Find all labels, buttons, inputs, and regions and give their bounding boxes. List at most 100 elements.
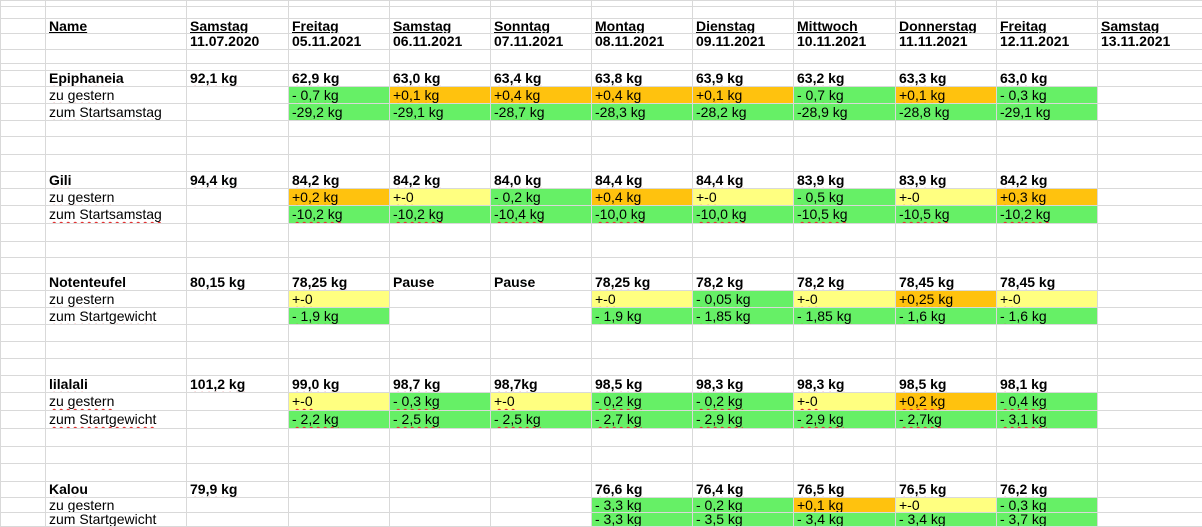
header-day-cell[interactable]: Montag	[595, 19, 645, 33]
diff-label-cell[interactable]: zu gestern	[49, 291, 115, 307]
diff-cell[interactable]: +-0	[997, 291, 1097, 307]
diff-cell[interactable]: +-0	[390, 189, 490, 205]
total-cell[interactable]: - 3,7 kg	[997, 513, 1097, 526]
header-day-cell[interactable]: Donnerstag	[899, 19, 977, 33]
weight-cell[interactable]: Pause	[393, 274, 435, 290]
diff-cell[interactable]: +0,3 kg	[997, 189, 1097, 205]
person-name-cell[interactable]: Kalou	[49, 482, 88, 497]
weight-cell[interactable]: 98,5 kg	[899, 376, 947, 392]
header-day-cell[interactable]: Mittwoch	[797, 19, 858, 33]
weight-cell[interactable]: 84,2 kg	[393, 172, 441, 188]
diff-cell[interactable]: - 0,2 kg	[693, 498, 793, 512]
total-cell[interactable]: -10,2 kg	[289, 206, 389, 223]
weight-cell[interactable]: 84,2 kg	[1000, 172, 1048, 188]
weight-cell[interactable]: 84,0 kg	[494, 172, 542, 188]
total-cell[interactable]: -10,5 kg	[794, 206, 895, 223]
diff-cell[interactable]: - 0,3 kg	[390, 393, 490, 410]
person-name-cell[interactable]: lilalali	[49, 376, 88, 392]
diff-cell[interactable]: +0,1 kg	[693, 87, 793, 103]
total-cell[interactable]: - 2,9 kg	[794, 411, 895, 428]
diff-label-cell[interactable]: zu gestern	[49, 393, 115, 409]
diff-cell[interactable]: - 3,3 kg	[592, 498, 692, 512]
header-date-cell[interactable]: 13.11.2021	[1101, 34, 1171, 49]
diff-cell[interactable]: +-0	[491, 393, 591, 410]
diff-cell[interactable]: +-0	[896, 189, 996, 205]
total-cell[interactable]: -28,2 kg	[693, 104, 793, 120]
diff-cell[interactable]: - 0,2 kg	[592, 393, 692, 410]
weight-cell[interactable]: 83,9 kg	[899, 172, 947, 188]
header-date-cell[interactable]: 12.11.2021	[1000, 34, 1070, 49]
weight-cell[interactable]: 98,7 kg	[393, 376, 441, 392]
total-cell[interactable]: - 3,4 kg	[896, 513, 996, 526]
header-date-cell[interactable]: 11.07.2020	[190, 34, 260, 49]
diff-cell[interactable]: - 0,05 kg	[693, 291, 793, 307]
total-cell[interactable]: -10,4 kg	[491, 206, 591, 223]
header-date-cell[interactable]: 07.11.2021	[494, 34, 564, 49]
diff-cell[interactable]: +0,25 kg	[896, 291, 996, 307]
weight-cell[interactable]: 63,8 kg	[595, 71, 643, 86]
total-cell[interactable]: -10,2 kg	[997, 206, 1097, 223]
total-cell[interactable]: - 3,3 kg	[592, 513, 692, 526]
person-name-cell[interactable]: Notenteufel	[49, 274, 126, 290]
header-day-cell[interactable]: Dienstag	[696, 19, 756, 33]
total-cell[interactable]: -10,0 kg	[592, 206, 692, 223]
diff-cell[interactable]: - 0,3 kg	[997, 498, 1097, 512]
diff-label-cell[interactable]: zu gestern	[49, 87, 115, 103]
total-cell[interactable]: -29,2 kg	[289, 104, 389, 120]
weight-cell[interactable]: 63,4 kg	[494, 71, 542, 86]
total-label-cell[interactable]: zum Startsamstag	[49, 206, 162, 222]
diff-cell[interactable]: - 0,5 kg	[794, 189, 895, 205]
diff-cell[interactable]: +-0	[693, 189, 793, 205]
diff-cell[interactable]: +-0	[289, 291, 389, 307]
header-date-cell[interactable]: 06.11.2021	[393, 34, 463, 49]
diff-cell[interactable]: +-0	[794, 291, 895, 307]
total-cell[interactable]: - 1,6 kg	[997, 308, 1097, 324]
total-cell[interactable]: - 2,5 kg	[491, 411, 591, 428]
diff-cell[interactable]: - 0,4 kg	[997, 393, 1097, 410]
total-cell[interactable]: - 1,9 kg	[289, 308, 389, 324]
header-date-cell[interactable]: 10.11.2021	[797, 34, 867, 49]
total-cell[interactable]: -10,0 kg	[693, 206, 793, 223]
total-cell[interactable]: -28,7 kg	[491, 104, 591, 120]
weight-cell[interactable]: 98,3 kg	[696, 376, 744, 392]
weight-cell[interactable]: 76,2 kg	[1000, 482, 1048, 497]
weight-cell[interactable]: 98,7kg	[494, 376, 538, 392]
weight-cell[interactable]: 78,45 kg	[899, 274, 955, 290]
total-cell[interactable]: -29,1 kg	[390, 104, 490, 120]
diff-cell[interactable]: +0,4 kg	[491, 87, 591, 103]
diff-cell[interactable]: +0,2 kg	[896, 393, 996, 410]
diff-cell[interactable]: +0,4 kg	[592, 87, 692, 103]
weight-cell[interactable]: 78,2 kg	[797, 274, 845, 290]
diff-cell[interactable]: - 0,7 kg	[289, 87, 389, 103]
person-name-cell[interactable]: Gili	[49, 172, 72, 188]
total-cell[interactable]: -28,3 kg	[592, 104, 692, 120]
diff-cell[interactable]: +0,1 kg	[390, 87, 490, 103]
diff-cell[interactable]: - 0,2 kg	[693, 393, 793, 410]
total-cell[interactable]: - 2,2 kg	[289, 411, 389, 428]
total-cell[interactable]: -28,9 kg	[794, 104, 895, 120]
header-day-cell[interactable]: Samstag	[1101, 19, 1160, 33]
diff-cell[interactable]: - 0,7 kg	[794, 87, 895, 103]
weight-cell[interactable]: 92,1 kg	[190, 71, 238, 86]
diff-cell[interactable]: +0,1 kg	[794, 498, 895, 512]
total-cell[interactable]: -10,2 kg	[390, 206, 490, 223]
weight-cell[interactable]: 94,4 kg	[190, 172, 238, 188]
weight-cell[interactable]: 76,6 kg	[595, 482, 643, 497]
weight-cell[interactable]: 78,25 kg	[595, 274, 651, 290]
diff-label-cell[interactable]: zu gestern	[49, 498, 115, 512]
weight-cell[interactable]: 62,9 kg	[292, 71, 340, 86]
weight-cell[interactable]: 101,2 kg	[190, 376, 246, 392]
total-cell[interactable]: - 3,5 kg	[693, 513, 793, 526]
header-date-cell[interactable]: 05.11.2021	[292, 34, 362, 49]
diff-cell[interactable]: +-0	[794, 393, 895, 410]
weight-cell[interactable]: 98,1 kg	[1000, 376, 1048, 392]
diff-cell[interactable]: - 0,2 kg	[491, 189, 591, 205]
header-name-cell[interactable]: Name	[49, 19, 88, 33]
total-cell[interactable]: - 3,1 kg	[997, 411, 1097, 428]
total-cell[interactable]: - 1,9 kg	[592, 308, 692, 324]
total-label-cell[interactable]: zum Startgewicht	[49, 513, 157, 526]
diff-cell[interactable]: +-0	[289, 393, 389, 410]
weight-cell[interactable]: 83,9 kg	[797, 172, 845, 188]
diff-label-cell[interactable]: zu gestern	[49, 189, 115, 205]
header-day-cell[interactable]: Freitag	[292, 19, 339, 33]
